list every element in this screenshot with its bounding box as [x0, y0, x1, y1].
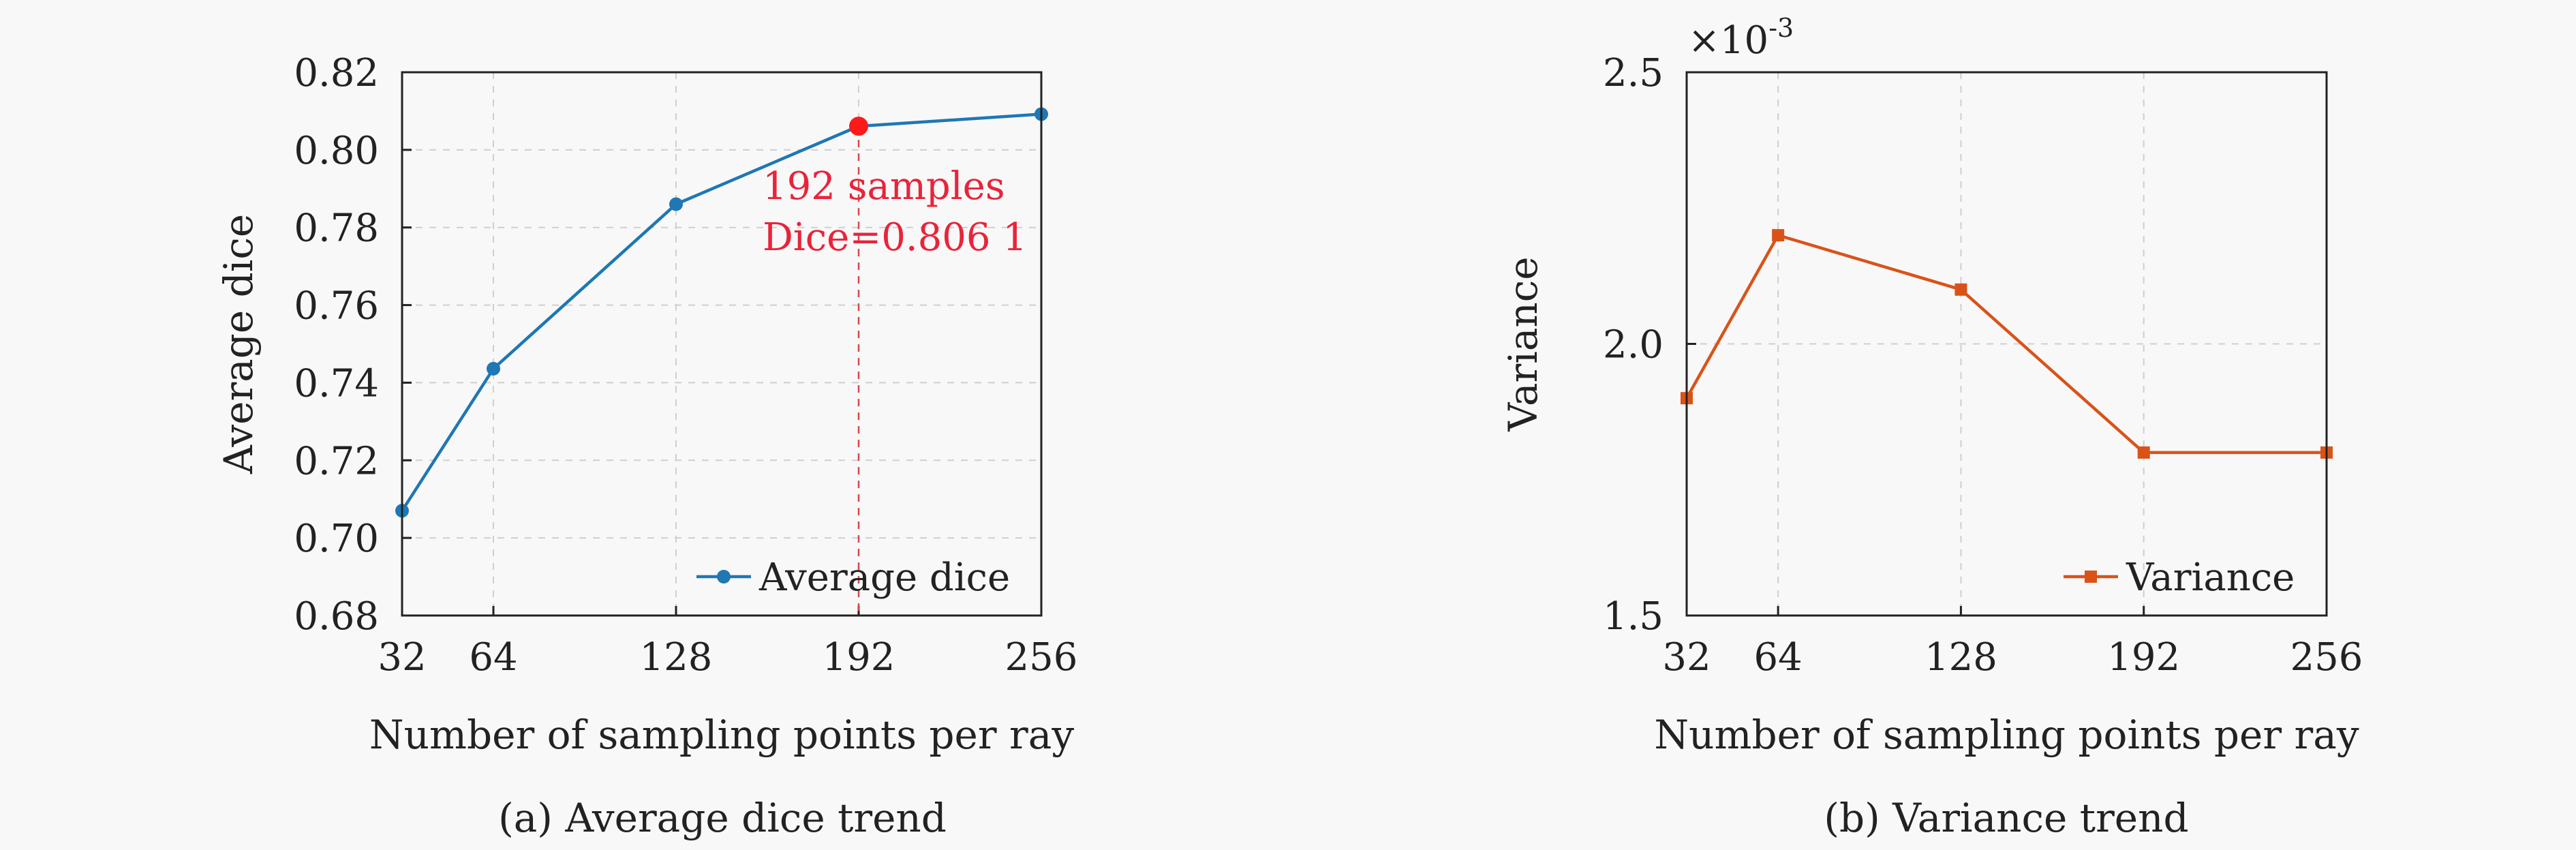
- plot-frame-b: [1685, 71, 2328, 617]
- data-point: [2137, 446, 2150, 459]
- data-point: [669, 197, 683, 211]
- y-tick-label: 0.72: [294, 439, 379, 483]
- y-tick-label: 0.82: [294, 51, 379, 95]
- y-tick-label: 0.76: [294, 284, 379, 329]
- plot-frame-a: [401, 71, 1043, 617]
- legend-marker: [717, 570, 731, 583]
- plot-area-a: [402, 72, 1041, 616]
- data-point: [487, 361, 500, 376]
- y-tick-label: 0.70: [294, 517, 379, 561]
- y-tick-label: 0.80: [294, 129, 379, 173]
- y-tick-label: 0.78: [294, 207, 379, 251]
- y-scale-factor: ×10-3: [1688, 13, 1794, 63]
- y-axis-label: Average dice: [215, 214, 262, 474]
- y-axis-label: Variance: [1500, 256, 1546, 431]
- y-tick-label: 0.74: [294, 361, 379, 406]
- x-tick-label: 128: [640, 635, 713, 680]
- y-tick-label: 2.5: [1603, 51, 1663, 95]
- y-tick-label: 1.5: [1603, 594, 1663, 639]
- legend-label: Average dice: [758, 556, 1010, 600]
- data-point: [1954, 283, 1967, 296]
- highlight-point: [849, 117, 868, 136]
- x-tick-label: 256: [1005, 635, 1078, 680]
- legend-label: Variance: [2126, 556, 2295, 600]
- x-tick-label: 192: [823, 635, 895, 680]
- x-tick-label: 32: [378, 635, 426, 680]
- x-axis-label: Number of sampling points per ray: [369, 712, 1074, 758]
- chart-b: 32 64 128 192 256 1.5 2.0 2.5 Number of sampling…: [1500, 13, 2363, 758]
- chart-a: 32 64 128 192 256 0.68 0.70 0.72 0.74 0.76 0.78 0.8…: [215, 51, 1077, 758]
- x-tick-label: 192: [2107, 635, 2180, 680]
- legend-marker: [2085, 571, 2097, 583]
- y-tick-label: 2.0: [1603, 323, 1663, 367]
- caption-a: (a) Average dice trend: [498, 795, 947, 841]
- x-tick-label: 32: [1662, 635, 1711, 680]
- highlight-annotation-line1: 192 samples: [763, 164, 1005, 209]
- data-point: [1772, 229, 1785, 242]
- x-tick-label: 256: [2290, 635, 2363, 680]
- x-tick-label: 64: [1754, 635, 1803, 680]
- x-tick-label: 64: [469, 635, 517, 680]
- y-tick-label: 0.68: [294, 594, 379, 639]
- caption-b: (b) Variance trend: [1824, 795, 2188, 841]
- highlight-annotation-line2: Dice=0.806 1: [763, 215, 1027, 260]
- x-tick-label: 128: [1925, 635, 1997, 680]
- x-axis-label: Number of sampling points per ray: [1654, 712, 2359, 758]
